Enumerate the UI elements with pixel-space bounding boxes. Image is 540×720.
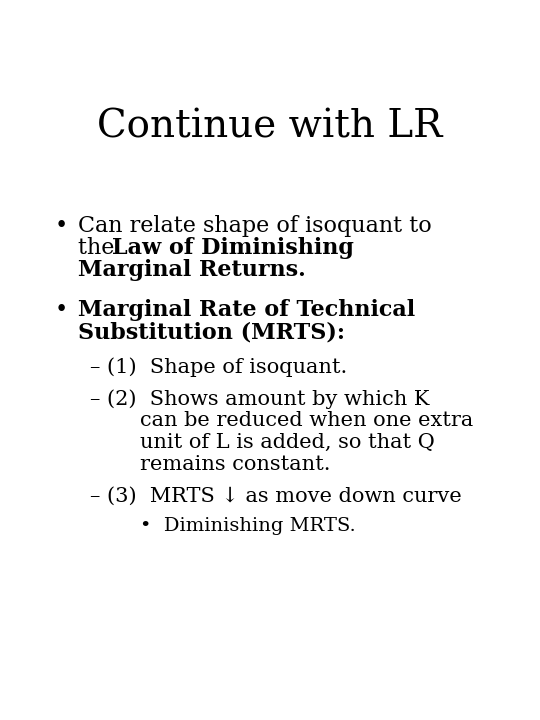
Text: Marginal Rate of Technical: Marginal Rate of Technical	[78, 299, 415, 321]
Text: – (1)  Shape of isoquant.: – (1) Shape of isoquant.	[90, 357, 347, 377]
Text: Substitution (MRTS):: Substitution (MRTS):	[78, 321, 345, 343]
Text: – (2)  Shows amount by which K: – (2) Shows amount by which K	[90, 389, 429, 409]
Text: can be reduced when one extra: can be reduced when one extra	[140, 411, 473, 430]
Text: Law of Diminishing: Law of Diminishing	[112, 237, 354, 259]
Text: •: •	[55, 215, 68, 237]
Text: Can relate shape of isoquant to: Can relate shape of isoquant to	[78, 215, 432, 237]
Text: – (3)  MRTS ↓ as move down curve: – (3) MRTS ↓ as move down curve	[90, 487, 462, 506]
Text: unit of L is added, so that Q: unit of L is added, so that Q	[140, 433, 435, 452]
Text: Continue with LR: Continue with LR	[97, 108, 443, 145]
Text: the: the	[78, 237, 122, 259]
Text: •  Diminishing MRTS.: • Diminishing MRTS.	[140, 517, 356, 535]
Text: •: •	[55, 299, 68, 321]
Text: remains constant.: remains constant.	[140, 455, 330, 474]
Text: Marginal Returns.: Marginal Returns.	[78, 259, 306, 281]
